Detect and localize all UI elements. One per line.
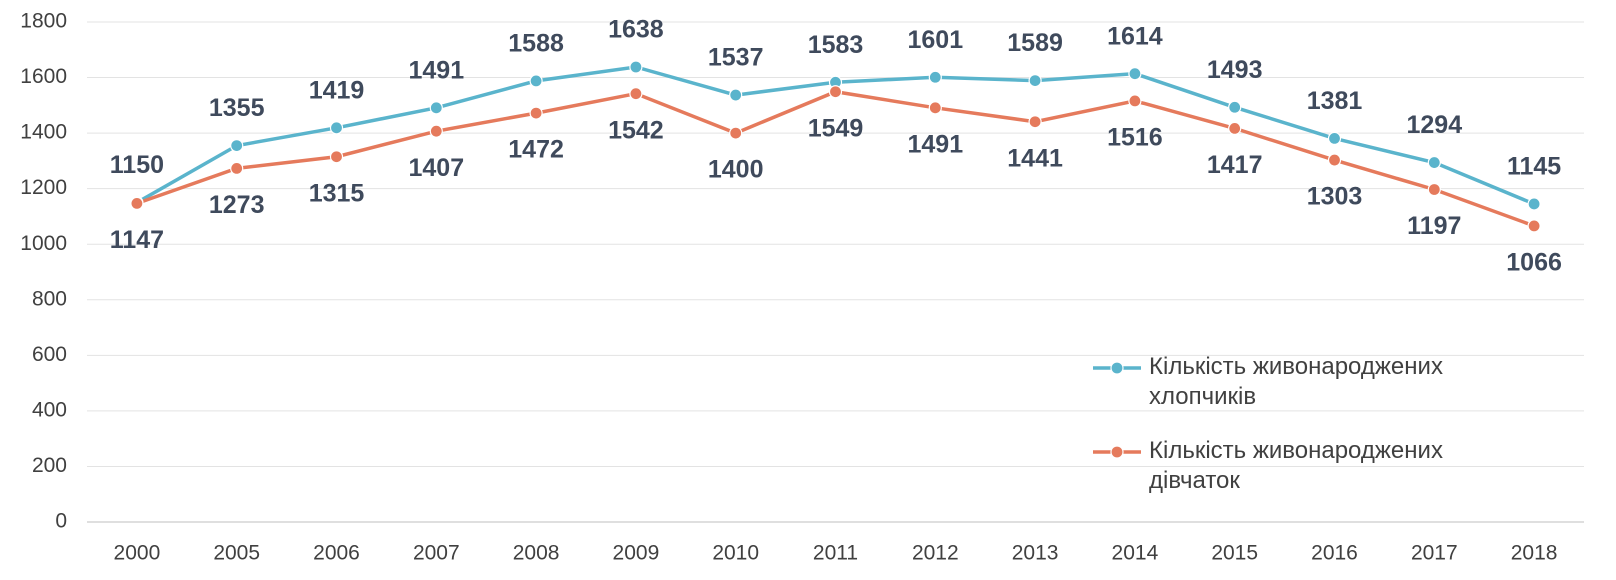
x-tick-label: 2015 [1211,542,1258,565]
x-tick-label: 2018 [1511,542,1558,565]
data-label: 1516 [1107,123,1163,151]
data-label: 1441 [1007,144,1063,172]
x-tick-label: 2008 [513,542,560,565]
data-label: 1400 [708,156,764,184]
point [629,60,643,74]
data-label: 1303 [1307,183,1363,211]
legend-marker [1110,445,1124,459]
data-label: 1381 [1307,87,1363,115]
data-label: 1588 [508,29,564,57]
y-tick-label: 1800 [20,10,67,33]
data-label: 1355 [209,94,265,122]
y-tick-label: 1000 [20,232,67,255]
x-tick-label: 2007 [413,542,460,565]
data-label: 1407 [408,154,464,182]
data-label: 1145 [1507,153,1561,181]
data-label: 1197 [1407,212,1461,240]
data-label: 1491 [907,130,963,158]
point [729,88,743,102]
point [329,150,344,164]
point [828,85,843,99]
data-label: 1419 [309,76,365,104]
x-tick-label: 2006 [313,542,360,565]
y-tick-label: 1200 [20,176,67,199]
point [1427,182,1441,197]
data-label: 1601 [907,26,963,54]
point [429,101,443,115]
point [429,124,443,138]
data-label: 1589 [1007,29,1063,57]
data-label: 1315 [309,179,365,207]
x-tick-label: 2009 [613,542,660,565]
data-label: 1549 [808,114,864,142]
point [729,126,743,140]
data-label: 1417 [1207,151,1263,179]
legend-label: Кількість живонароджених дівчаток [1149,437,1443,494]
point [629,87,643,101]
data-label: 1583 [808,31,864,59]
point [1228,100,1242,114]
x-tick-label: 2013 [1012,542,1059,565]
point [1527,219,1541,233]
y-tick-label: 600 [32,343,67,366]
legend-marker [1110,361,1124,375]
point [1527,197,1541,211]
y-tick-label: 800 [32,287,67,310]
point [1327,131,1342,145]
point [130,196,144,210]
data-label: 1638 [608,16,664,44]
point [230,161,244,175]
point [529,74,543,88]
data-label: 1150 [110,151,164,179]
point [1228,121,1242,135]
point [1327,153,1342,167]
point [329,121,344,135]
point [928,101,942,115]
data-label: 1066 [1506,248,1562,276]
data-label: 1273 [209,191,265,219]
y-tick-label: 1600 [20,65,67,88]
x-tick-label: 2005 [213,542,260,565]
x-tick-label: 2012 [912,542,959,565]
point [1028,115,1042,129]
data-label: 1493 [1207,56,1263,84]
x-tick-label: 2016 [1311,542,1358,565]
y-tick-label: 0 [55,510,67,533]
x-tick-label: 2011 [813,542,858,565]
point [529,106,543,120]
data-label: 1294 [1406,111,1462,139]
y-tick-label: 200 [32,454,67,477]
x-tick-label: 2010 [712,542,759,565]
x-tick-label: 2000 [114,542,161,565]
y-tick-label: 400 [32,398,67,421]
data-label: 1614 [1107,22,1163,50]
point [1128,67,1142,81]
point [1028,74,1042,88]
data-label: 1542 [608,116,664,144]
x-tick-label: 2017 [1411,542,1458,565]
point [1128,94,1142,108]
point [1427,155,1441,170]
legend-label: Кількість живонароджених хлопчиків [1149,353,1443,410]
data-label: 1537 [708,44,764,72]
point [230,139,244,153]
x-tick-label: 2014 [1112,542,1159,565]
data-label: 1472 [508,136,564,164]
data-label: 1491 [408,56,464,84]
y-tick-label: 1400 [20,121,67,144]
point [928,70,942,84]
data-label: 1147 [110,226,164,254]
